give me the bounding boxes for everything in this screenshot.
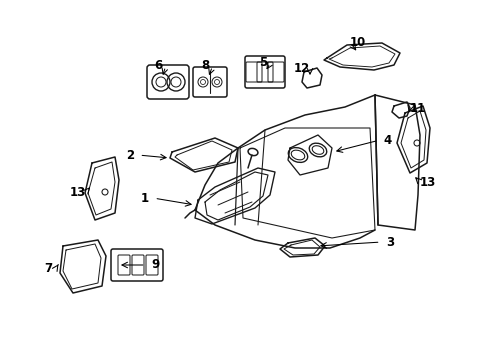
Text: 8: 8 bbox=[201, 59, 209, 72]
Text: 11: 11 bbox=[409, 102, 425, 114]
Text: 13: 13 bbox=[70, 185, 86, 198]
Text: 1: 1 bbox=[141, 192, 149, 204]
Text: 9: 9 bbox=[151, 258, 159, 271]
Text: 12: 12 bbox=[293, 62, 309, 75]
Text: 2: 2 bbox=[126, 149, 134, 162]
Text: 10: 10 bbox=[349, 36, 366, 49]
Text: 4: 4 bbox=[383, 134, 391, 147]
Text: 7: 7 bbox=[44, 261, 52, 275]
Text: 5: 5 bbox=[258, 55, 266, 68]
Text: 3: 3 bbox=[385, 235, 393, 248]
Text: 13: 13 bbox=[419, 176, 435, 189]
Text: 6: 6 bbox=[154, 59, 162, 72]
